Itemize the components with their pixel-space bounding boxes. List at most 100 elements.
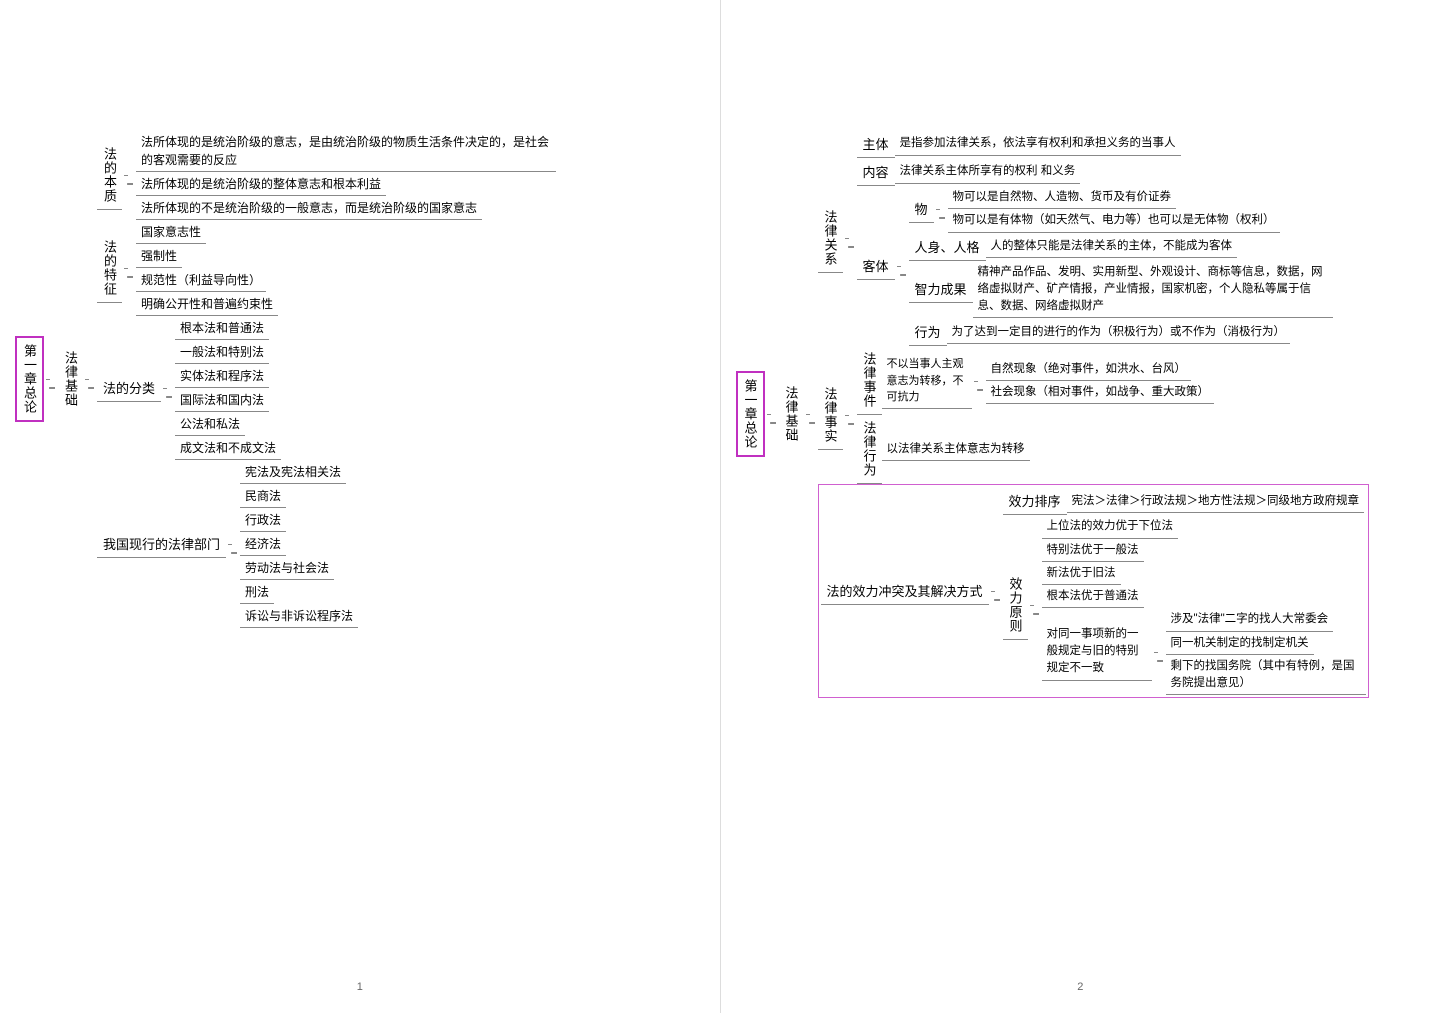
branch-essence: 法的本质 法所体现的是统治阶级的意志，是由统治阶级的物质生活条件决定的，是社会的…	[97, 130, 556, 220]
leaf: 物可以是有体物（如天然气、电力等）也可以是无体物（权利）	[948, 209, 1280, 232]
essence-label: 法的本质	[97, 141, 122, 210]
leaf: 是指参加法律关系，依法享有权利和承担义务的当事人	[895, 132, 1181, 155]
feature-items: 国家意志性 强制性 规范性（利益导向性） 明确公开性和普遍约束性	[136, 220, 278, 316]
leaf: 物可以是自然物、人造物、货币及有价证券	[948, 186, 1177, 209]
dept-label: 我国现行的法律部门	[97, 530, 226, 558]
item: 根本法优于普通法	[1042, 585, 1366, 608]
leaf: 宪法＞法律＞行政法规＞地方性法规＞同级地方政府规章	[1067, 490, 1365, 513]
leaf: 自然现象（绝对事件，如洪水、台风）	[986, 358, 1192, 381]
leaf: 劳动法与社会法	[240, 556, 334, 580]
leaf: 剩下的找国务院（其中有特例，是国务院提出意见）	[1166, 655, 1366, 696]
leaf: 一般法和特别法	[175, 340, 269, 364]
leaf: 明确公开性和普遍约束性	[136, 292, 278, 316]
leaf: 规范性（利益导向性）	[136, 268, 266, 292]
leaf: 经济法	[240, 532, 286, 556]
content-label: 内容	[857, 158, 895, 186]
page-number: 2	[1077, 981, 1083, 993]
item: 特别法优于一般法	[1042, 539, 1366, 562]
leaf: 宪法及宪法相关法	[240, 460, 346, 484]
thing-items: 物可以是自然物、人造物、货币及有价证券 物可以是有体物（如天然气、电力等）也可以…	[948, 186, 1280, 233]
leaf: 以法律关系主体意志为转移	[882, 438, 1030, 461]
item: 诉讼与非诉讼程序法	[240, 604, 358, 628]
item: 物可以是自然物、人造物、货币及有价证券	[948, 186, 1280, 209]
principle-items: 上位法的效力优于下位法 特别法优于一般法 新法优于旧法 根本法优于普通法 对同一…	[1042, 515, 1366, 695]
l1-children: 法律关系 主体 是指参加法律关系，依法享有权利和承担义务的当事人 内容 法律关系…	[818, 130, 1369, 698]
leaf: 公法和私法	[175, 412, 245, 436]
item: 涉及"法律"二字的找人大常委会	[1166, 608, 1366, 631]
person: 人身、人格 人的整体只能是法律关系的主体，不能成为客体	[909, 233, 1333, 261]
page-1: 第一章总论 法律基础 法的本质 法所体现的是统治阶级的意志，是由统治阶级的物质生…	[0, 0, 720, 1013]
level1: 法律基础 法律关系 主体 是指参加法律关系，依法享有权利和承担义务的当事人	[779, 130, 1369, 698]
leaf: 精神产品作品、发明、实用新型、外观设计、商标等信息，数据，网络虚拟财产、矿产情报…	[973, 261, 1333, 319]
item: 实体法和程序法	[175, 364, 281, 388]
event-label: 法律事件	[857, 346, 882, 415]
branch-fact: 法律事实 法律事件 不以当事人主观意志为转移，不可抗力 自然现象（绝对事件，如洪…	[818, 346, 1369, 484]
dept-items: 宪法及宪法相关法 民商法 行政法 经济法 劳动法与社会法 刑法 诉讼与非诉讼程序…	[240, 460, 358, 628]
item: 刑法	[240, 580, 358, 604]
leaf: 国际法和国内法	[175, 388, 269, 412]
object-children: 物 物可以是自然物、人造物、货币及有价证券 物可以是有体物（如天然气、电力等）也…	[909, 186, 1333, 346]
same: 对同一事项新的一般规定与旧的特别规定不一致 涉及"法律"二字的找人大常委会 同一…	[1042, 608, 1366, 695]
item: 成文法和不成文法	[175, 436, 281, 460]
thing: 物 物可以是自然物、人造物、货币及有价证券 物可以是有体物（如天然气、电力等）也…	[909, 186, 1333, 233]
tree-root-1: 第一章总论 法律基础 法的本质 法所体现的是统治阶级的意志，是由统治阶级的物质生…	[15, 130, 705, 628]
l1-label: 法律基础	[58, 345, 83, 413]
leaf: 国家意志性	[136, 220, 206, 244]
item: 根本法和普通法	[175, 316, 281, 340]
page-2: 第一章总论 法律基础 法律关系 主体 是指参加法律关系，依法享有权利和承担义务的…	[721, 0, 1440, 1013]
leaf: 同一机关制定的找制定机关	[1166, 632, 1314, 655]
item: 自然现象（绝对事件，如洪水、台风）	[986, 358, 1215, 381]
item: 规范性（利益导向性）	[136, 268, 278, 292]
leaf: 人的整体只能是法律关系的主体，不能成为客体	[986, 235, 1238, 258]
level1: 法律基础 法的本质 法所体现的是统治阶级的意志，是由统治阶级的物质生活条件决定的…	[58, 130, 556, 628]
l1-label: 法律基础	[779, 380, 804, 448]
essence-items: 法所体现的是统治阶级的意志，是由统治阶级的物质生活条件决定的，是社会的客观需要的…	[136, 130, 556, 220]
item: 新法优于旧法	[1042, 562, 1366, 585]
same-items: 涉及"法律"二字的找人大常委会 同一机关制定的找制定机关 剩下的找国务院（其中有…	[1166, 608, 1366, 695]
classify-label: 法的分类	[97, 374, 161, 402]
fact-children: 法律事件 不以当事人主观意志为转移，不可抗力 自然现象（绝对事件，如洪水、台风）…	[857, 346, 1215, 484]
relation-children: 主体 是指参加法律关系，依法享有权利和承担义务的当事人 内容 法律关系主体所享有…	[857, 130, 1333, 346]
item: 法所体现的是统治阶级的意志，是由统治阶级的物质生活条件决定的，是社会的客观需要的…	[136, 130, 556, 172]
leaf: 法所体现的不是统治阶级的一般意志，而是统治阶级的国家意志	[136, 196, 482, 220]
leaf: 刑法	[240, 580, 274, 604]
item: 明确公开性和普遍约束性	[136, 292, 278, 316]
principle-label: 效力原则	[1003, 571, 1028, 640]
item: 物可以是有体物（如天然气、电力等）也可以是无体物（权利）	[948, 209, 1280, 232]
fact-label: 法律事实	[818, 381, 843, 450]
leaf: 法律关系主体所享有的权利 和义务	[895, 160, 1081, 183]
person-label: 人身、人格	[909, 233, 986, 261]
page-number: 1	[357, 981, 363, 993]
leaf: 根本法优于普通法	[1042, 585, 1144, 608]
item: 宪法及宪法相关法	[240, 460, 358, 484]
rank: 效力排序 宪法＞法律＞行政法规＞地方性法规＞同级地方政府规章	[1003, 487, 1366, 515]
relation-label: 法律关系	[818, 204, 843, 273]
intel: 智力成果 精神产品作品、发明、实用新型、外观设计、商标等信息，数据，网络虚拟财产…	[909, 261, 1333, 319]
item: 公法和私法	[175, 412, 281, 436]
leaf: 民商法	[240, 484, 286, 508]
leaf: 特别法优于一般法	[1042, 539, 1144, 562]
leaf: 强制性	[136, 244, 182, 268]
root-label: 第一章总论	[736, 371, 765, 457]
leaf: 实体法和程序法	[175, 364, 269, 388]
leaf: 上位法的效力优于下位法	[1042, 515, 1179, 538]
leaf: 法所体现的是统治阶级的意志，是由统治阶级的物质生活条件决定的，是社会的客观需要的…	[136, 130, 556, 172]
leaf: 新法优于旧法	[1042, 562, 1121, 585]
item: 同一机关制定的找制定机关	[1166, 632, 1366, 655]
same-label: 对同一事项新的一般规定与旧的特别规定不一致	[1042, 623, 1152, 681]
item: 国家意志性	[136, 220, 278, 244]
object: 客体 物 物可以是自然物、人造物、货币及有价证券 物可以是有体物（如天然气、电力…	[857, 186, 1333, 346]
item: 法所体现的不是统治阶级的一般意志，而是统治阶级的国家意志	[136, 196, 556, 220]
item: 劳动法与社会法	[240, 556, 358, 580]
leaf: 根本法和普通法	[175, 316, 269, 340]
item: 民商法	[240, 484, 358, 508]
behavior-label: 行为	[909, 318, 947, 346]
event: 法律事件 不以当事人主观意志为转移，不可抗力 自然现象（绝对事件，如洪水、台风）…	[857, 346, 1215, 415]
branch-conflict: 法的效力冲突及其解决方式 效力排序 宪法＞法律＞行政法规＞地方性法规＞同级地方政…	[818, 484, 1369, 698]
branch-dept: 我国现行的法律部门 宪法及宪法相关法 民商法 行政法 经济法 劳动法与社会法 刑…	[97, 460, 556, 628]
leaf: 成文法和不成文法	[175, 436, 281, 460]
leaf: 为了达到一定目的进行的作为（积极行为）或不作为（消极行为）	[947, 321, 1291, 344]
item: 法所体现的是统治阶级的整体意志和根本利益	[136, 172, 556, 196]
branch-classify: 法的分类 根本法和普通法 一般法和特别法 实体法和程序法 国际法和国内法 公法和…	[97, 316, 556, 460]
event-items: 自然现象（绝对事件，如洪水、台风） 社会现象（相对事件，如战争、重大政策）	[986, 358, 1215, 405]
